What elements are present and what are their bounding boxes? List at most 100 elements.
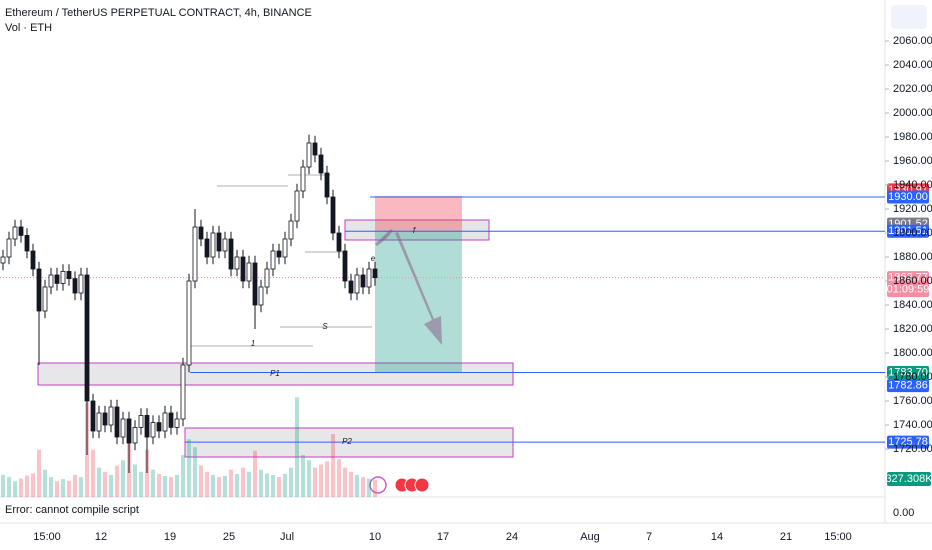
candle-body <box>264 268 270 288</box>
volume-bar <box>331 434 335 497</box>
candle-body <box>132 427 138 444</box>
volume-bar <box>163 476 167 497</box>
volume-bar <box>211 474 215 497</box>
candle-body <box>300 166 306 192</box>
annotation: P2 <box>342 437 352 446</box>
volume-bar <box>253 450 257 497</box>
candle-body <box>120 418 126 438</box>
volume-bar <box>235 473 239 497</box>
candle-body <box>198 226 204 240</box>
candle-body <box>84 274 90 402</box>
y-tick-label: 1920.00 <box>893 203 932 215</box>
volume-bar <box>133 464 137 497</box>
candle-body <box>156 422 162 432</box>
y-tick-label: 2040.00 <box>893 59 932 71</box>
annotation: S <box>322 322 328 331</box>
x-tick-label: 17 <box>437 531 449 543</box>
volume-bar <box>157 473 161 497</box>
volume-bar <box>259 469 263 497</box>
candle-body <box>78 274 84 294</box>
volume-bar <box>187 439 191 497</box>
candle-body <box>216 232 222 252</box>
candle-body <box>240 256 246 282</box>
arrow <box>395 232 442 345</box>
candle-body <box>174 418 180 428</box>
candle-body <box>360 274 366 288</box>
event-icon[interactable] <box>369 476 387 494</box>
y-tick-label: 1940.00 <box>893 179 932 191</box>
candle-body <box>192 226 198 282</box>
annotation: e <box>371 254 376 263</box>
candle-body <box>306 142 312 168</box>
candle-body <box>270 250 276 270</box>
volume-bar <box>181 455 185 497</box>
volume-bar <box>247 471 251 497</box>
candle-body <box>186 280 192 366</box>
candle-body <box>210 232 216 258</box>
candle-body <box>246 262 252 282</box>
x-tick-label: 12 <box>95 531 107 543</box>
y-tick-label: 1820.00 <box>893 323 932 335</box>
candle-body <box>138 415 144 428</box>
x-tick-label: 24 <box>506 531 518 543</box>
candle-body <box>114 406 120 438</box>
volume-bar <box>151 469 155 497</box>
x-tick-label: 19 <box>164 531 176 543</box>
price-label-box <box>887 379 929 393</box>
candle-body <box>234 256 240 270</box>
volume-bar <box>355 474 359 497</box>
drawings: 1 Se f P1 P2 <box>0 174 885 458</box>
y-tick-label: 2020.00 <box>893 83 932 95</box>
volume-title: Vol · ETH <box>5 22 52 34</box>
candle-body <box>276 250 282 258</box>
volume-bar <box>175 474 179 497</box>
x-tick-label: Aug <box>580 531 600 543</box>
candle-body <box>180 364 186 420</box>
candle-body <box>150 422 156 438</box>
volume-bar <box>373 479 377 497</box>
arrow <box>374 228 394 247</box>
volume-bar <box>13 481 17 497</box>
candle-body <box>126 418 132 444</box>
candles <box>0 134 378 497</box>
candle-body <box>252 262 258 306</box>
logo-button[interactable] <box>891 5 927 29</box>
x-tick-label: 15:00 <box>824 531 852 543</box>
volume-bar <box>325 461 329 497</box>
volume-bar <box>37 449 41 497</box>
x-tick-label: 7 <box>646 531 652 543</box>
zone-p1 <box>37 362 514 386</box>
volume-bar <box>199 465 203 497</box>
volume-bar <box>337 459 341 497</box>
candle-body <box>354 274 360 294</box>
x-tick-label: 15:00 <box>33 531 61 543</box>
volume-bar <box>361 477 365 497</box>
y-tick-label: 1860.00 <box>893 275 932 287</box>
candle-body <box>372 268 378 279</box>
candle-body <box>96 412 102 432</box>
price-label-box <box>887 271 929 298</box>
volume-bar <box>61 479 65 497</box>
candle-body <box>222 238 228 252</box>
y-tick-label: 1980.00 <box>893 131 932 143</box>
volume-bar <box>73 474 77 497</box>
price-label-box <box>887 224 929 238</box>
volume-bar <box>139 471 143 497</box>
volume-bar <box>277 477 281 497</box>
x-tick-label: 10 <box>369 531 381 543</box>
y-tick-label: 1740.00 <box>893 419 932 431</box>
annotation: P1 <box>270 369 280 378</box>
candle-body <box>42 286 48 312</box>
volume-bar <box>115 465 119 497</box>
flag-icon[interactable] <box>414 477 430 493</box>
candle-body <box>24 235 30 252</box>
volume-bar <box>103 471 107 497</box>
volume-bar <box>349 471 353 497</box>
y-tick-label: 1800.00 <box>893 347 932 359</box>
candle-body <box>72 278 78 294</box>
price-label: 1782.86 <box>888 379 928 391</box>
annotation: f <box>413 226 416 235</box>
volume-label-box <box>887 472 931 486</box>
